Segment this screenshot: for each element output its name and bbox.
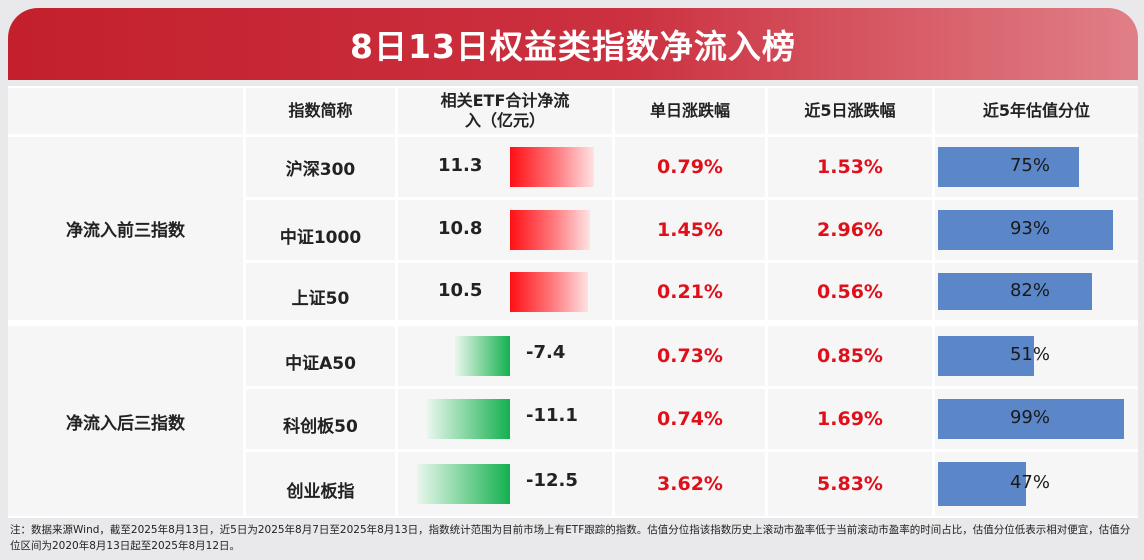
valuation-bar [938, 147, 1079, 187]
day-change: 0.73% [615, 326, 765, 386]
five-day-change: 0.85% [768, 326, 932, 386]
footnote: 注：数据来源Wind，截至2025年8月13日，近5日为2025年8月7日至20… [10, 524, 1131, 552]
flow-bar [510, 271, 589, 312]
title-banner: 8日13日权益类指数净流入榜 [8, 8, 1138, 80]
page-title: 8日13日权益类指数净流入榜 [350, 27, 796, 66]
index-name: 科创板50 [246, 389, 395, 449]
valuation-bar [938, 399, 1125, 439]
group-top-three: 净流入前三指数 [8, 137, 243, 320]
five-day-change: 0.56% [768, 263, 932, 320]
flow-value: -7.4 [526, 342, 566, 363]
valuation-value: 82% [1009, 279, 1050, 301]
valuation-value: 93% [1009, 218, 1050, 239]
day-change: 0.21% [615, 263, 765, 320]
five-day-change: 5.83% [768, 452, 932, 516]
flow-value: 10.8 [438, 218, 483, 239]
valuation-bar [938, 210, 1113, 250]
index-name: 中证A50 [246, 326, 395, 386]
five-day-change: 1.53% [768, 137, 932, 197]
index-name: 创业板指 [246, 452, 395, 516]
index-name: 沪深300 [246, 137, 395, 197]
day-change: 1.45% [615, 200, 765, 260]
valuation-value: 75% [1009, 155, 1050, 176]
flow-bar [427, 399, 510, 439]
flow-bar [417, 464, 510, 504]
flow-value: 11.3 [438, 155, 483, 176]
day-change: 0.74% [615, 389, 765, 449]
flow-bar [510, 147, 595, 187]
header-name: 指数简称 [246, 88, 395, 134]
valuation-value: 51% [1009, 344, 1050, 365]
valuation-bar [938, 462, 1027, 506]
flow-bar [510, 210, 591, 250]
five-day-change: 2.96% [768, 200, 932, 260]
header-day-change: 单日涨跌幅 [615, 88, 765, 134]
day-change: 0.79% [615, 137, 765, 197]
valuation-value: 47% [1009, 472, 1050, 493]
ranking-table: 指数简称 相关ETF合计净流入（亿元） 单日涨跌幅 近5日涨跌幅 近5年估值分位… [8, 86, 1138, 518]
valuation-value: 99% [1009, 407, 1050, 428]
flow-value: -11.1 [526, 405, 578, 426]
flow-value: 10.5 [438, 279, 483, 301]
index-name: 中证1000 [246, 200, 395, 260]
header-five-day-change: 近5日涨跌幅 [768, 88, 932, 134]
index-name: 上证50 [246, 263, 395, 320]
header-blank [8, 88, 243, 134]
five-day-change: 1.69% [768, 389, 932, 449]
valuation-bar [938, 273, 1093, 310]
valuation-bar [938, 336, 1034, 376]
group-bottom-three: 净流入后三指数 [8, 326, 243, 516]
header-flow: 相关ETF合计净流入（亿元） [398, 88, 612, 134]
header-valuation: 近5年估值分位 [935, 88, 1138, 134]
flow-value: -12.5 [526, 470, 578, 491]
day-change: 3.62% [615, 452, 765, 516]
flow-bar [454, 336, 510, 376]
